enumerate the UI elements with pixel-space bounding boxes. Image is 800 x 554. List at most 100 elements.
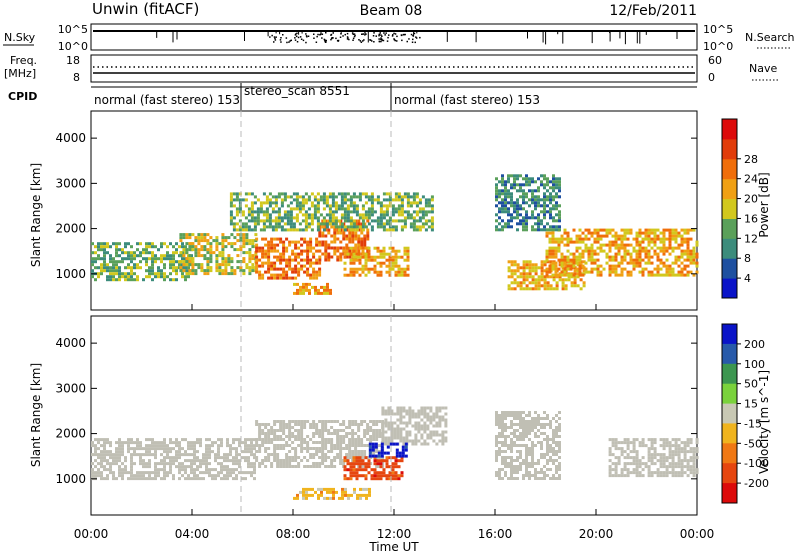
echo-cell bbox=[650, 237, 654, 241]
echo-cell bbox=[366, 234, 370, 238]
echo-cell bbox=[573, 281, 577, 285]
echo-cell bbox=[188, 236, 192, 240]
echo-cell bbox=[250, 444, 253, 448]
echo-cell bbox=[387, 442, 391, 446]
echo-cell bbox=[393, 412, 397, 416]
echo-cell bbox=[321, 426, 325, 429]
echo-cell bbox=[148, 251, 151, 255]
echo-cell bbox=[387, 427, 391, 431]
echo-cell bbox=[689, 237, 693, 241]
echo-cell bbox=[549, 228, 552, 232]
nsky-point bbox=[412, 38, 414, 41]
nsky-point bbox=[321, 33, 324, 35]
echo-cell bbox=[662, 231, 666, 235]
echo-cell bbox=[282, 420, 286, 423]
echo-cell bbox=[157, 257, 160, 261]
echo-cell bbox=[205, 459, 208, 463]
echo-cell bbox=[282, 465, 286, 468]
echo-cell bbox=[179, 269, 183, 273]
echo-cell bbox=[273, 273, 277, 277]
echo-cell bbox=[362, 487, 365, 491]
echo-cell bbox=[599, 228, 603, 232]
echo-cell bbox=[103, 465, 106, 469]
echo-cell bbox=[169, 257, 172, 261]
echo-cell bbox=[531, 423, 534, 426]
echo-cell bbox=[555, 204, 558, 208]
echo-cell bbox=[388, 474, 392, 478]
echo-cell bbox=[584, 246, 588, 250]
echo-cell bbox=[674, 228, 678, 232]
echo-cell bbox=[501, 426, 504, 429]
echo-cell bbox=[172, 254, 175, 258]
echo-cell bbox=[614, 462, 618, 466]
echo-cell bbox=[182, 236, 186, 240]
echo-cell bbox=[638, 270, 642, 274]
echo-cell bbox=[543, 183, 546, 187]
nsky-point bbox=[332, 32, 334, 34]
echo-cell bbox=[516, 210, 519, 214]
echo-cell bbox=[242, 245, 246, 249]
nsky-point bbox=[300, 38, 303, 40]
echo-cell bbox=[299, 490, 302, 494]
echo-cell bbox=[312, 441, 316, 444]
echo-cell bbox=[273, 267, 277, 271]
echo-cell bbox=[534, 278, 538, 282]
echo-cell bbox=[118, 272, 121, 276]
echo-cell bbox=[166, 257, 169, 261]
echo-cell bbox=[540, 453, 543, 456]
echo-cell bbox=[519, 266, 523, 270]
colorbar-tick-label: 100 bbox=[744, 358, 765, 371]
echo-cell bbox=[360, 465, 364, 468]
echo-cell bbox=[331, 216, 335, 220]
echo-cell bbox=[318, 420, 322, 423]
echo-cell bbox=[262, 213, 266, 217]
echo-cell bbox=[331, 195, 335, 199]
echo-cell bbox=[396, 406, 400, 410]
echo-cell bbox=[319, 213, 323, 217]
echo-cell bbox=[267, 438, 271, 441]
nsky-point bbox=[290, 39, 292, 42]
echo-cell bbox=[364, 216, 368, 220]
echo-cell bbox=[273, 453, 277, 456]
echo-cell bbox=[540, 266, 544, 270]
echo-cell bbox=[430, 219, 434, 223]
echo-cell bbox=[321, 441, 325, 444]
echo-cell bbox=[438, 406, 442, 410]
echo-cell bbox=[145, 450, 148, 454]
echo-cell bbox=[326, 291, 329, 295]
echo-cell bbox=[516, 228, 519, 232]
echo-cell bbox=[280, 192, 284, 196]
echo-cell bbox=[504, 435, 507, 438]
echo-cell bbox=[330, 432, 334, 435]
echo-cell bbox=[551, 273, 555, 277]
echo-cell bbox=[264, 249, 268, 253]
echo-cell bbox=[197, 236, 201, 240]
echo-cell bbox=[411, 409, 415, 413]
echo-cell bbox=[641, 246, 645, 250]
echo-cell bbox=[311, 493, 314, 497]
echo-cell bbox=[414, 415, 418, 419]
echo-cell bbox=[689, 261, 693, 265]
echo-cell bbox=[560, 240, 564, 244]
echo-cell bbox=[558, 477, 561, 480]
echo-cell bbox=[381, 465, 385, 468]
echo-cell bbox=[635, 258, 639, 262]
echo-cell bbox=[328, 204, 332, 208]
echo-cell bbox=[570, 281, 574, 285]
echo-cell bbox=[555, 177, 558, 181]
echo-cell bbox=[620, 237, 624, 241]
echo-cell bbox=[647, 252, 651, 256]
echo-cell bbox=[364, 456, 368, 460]
echo-cell bbox=[193, 447, 196, 451]
echo-cell bbox=[531, 210, 534, 214]
nsky-point bbox=[365, 33, 367, 35]
echo-cell bbox=[671, 237, 675, 241]
echo-cell bbox=[274, 216, 278, 220]
echo-cell bbox=[394, 474, 398, 478]
echo-cell bbox=[534, 222, 537, 226]
echo-cell bbox=[304, 222, 308, 226]
echo-cell bbox=[256, 210, 260, 214]
echo-cell bbox=[286, 195, 290, 199]
nsky-point bbox=[346, 36, 349, 38]
echo-cell bbox=[650, 453, 654, 457]
